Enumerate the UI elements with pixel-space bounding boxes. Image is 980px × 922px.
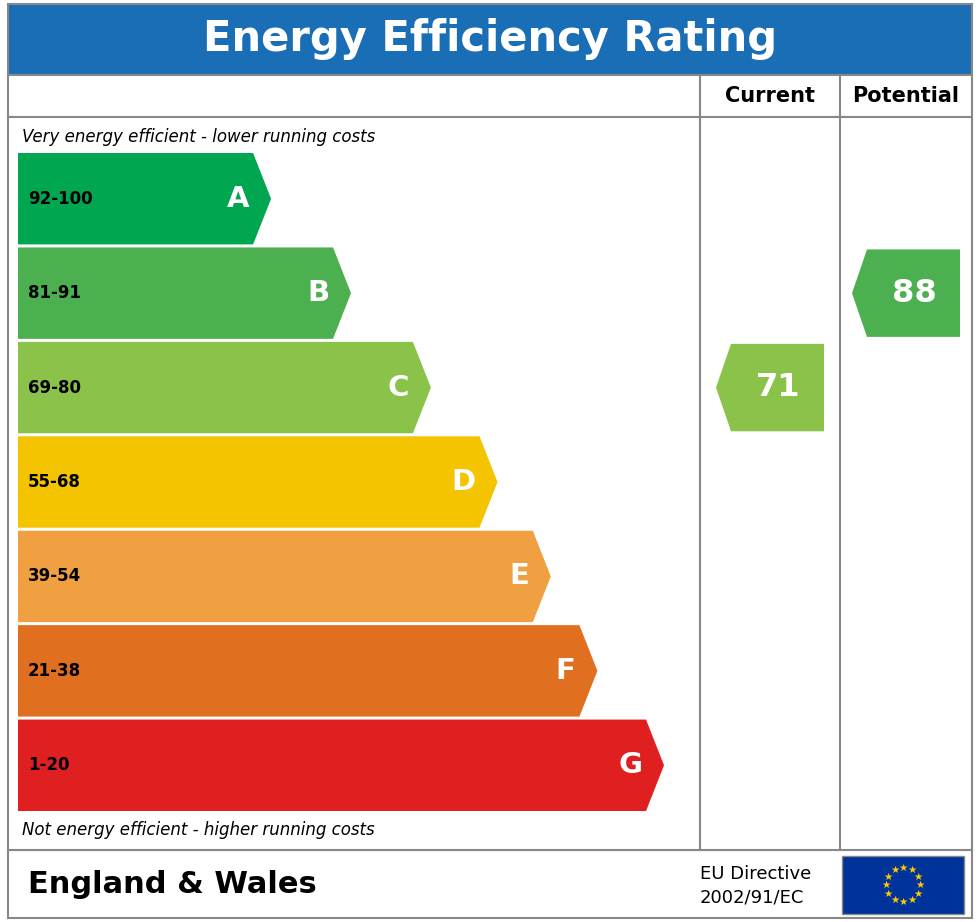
Text: ★: ★ [913,871,922,881]
Text: Current: Current [725,86,815,106]
Bar [8,75,972,850]
Text: 39-54: 39-54 [28,567,81,585]
Text: EU Directive: EU Directive [700,865,811,882]
Text: Potential: Potential [853,86,959,106]
Text: 2002/91/EC: 2002/91/EC [700,889,805,906]
Text: A: A [226,184,249,213]
Bar [842,856,964,914]
Text: G: G [618,751,642,779]
Text: 69-80: 69-80 [28,379,81,396]
Text: Very energy efficient - lower running costs: Very energy efficient - lower running co… [22,128,375,146]
Bar [8,850,972,918]
Text: ★: ★ [906,865,916,875]
Text: ★: ★ [890,894,899,904]
Text: 92-100: 92-100 [28,190,93,207]
Text: ★: ★ [906,894,916,904]
Polygon shape [18,247,351,339]
Text: ★: ★ [913,889,922,899]
Text: C: C [387,373,409,402]
Polygon shape [18,153,271,244]
Text: ★: ★ [884,889,893,899]
Polygon shape [852,250,960,337]
Text: ★: ★ [899,897,907,907]
Text: ★: ★ [890,865,899,875]
Text: England & Wales: England & Wales [28,869,317,899]
Text: 55-68: 55-68 [28,473,81,491]
Text: Energy Efficiency Rating: Energy Efficiency Rating [203,18,777,61]
Text: ★: ★ [899,863,907,873]
Polygon shape [18,625,598,716]
Polygon shape [18,531,551,622]
Bar [8,4,972,75]
Text: D: D [452,468,475,496]
Text: ★: ★ [881,880,891,890]
Text: Not energy efficient - higher running costs: Not energy efficient - higher running co… [22,821,374,839]
Text: 81-91: 81-91 [28,284,81,302]
Text: 88: 88 [892,278,936,309]
Text: ★: ★ [915,880,924,890]
Text: 71: 71 [756,372,801,403]
Text: 21-38: 21-38 [28,662,81,680]
Text: 1-20: 1-20 [28,756,70,774]
Text: B: B [307,279,329,307]
Polygon shape [18,342,431,433]
Polygon shape [18,436,498,527]
Text: ★: ★ [884,871,893,881]
Text: F: F [556,656,575,685]
Polygon shape [18,719,664,811]
Text: E: E [509,562,529,590]
Polygon shape [716,344,824,431]
